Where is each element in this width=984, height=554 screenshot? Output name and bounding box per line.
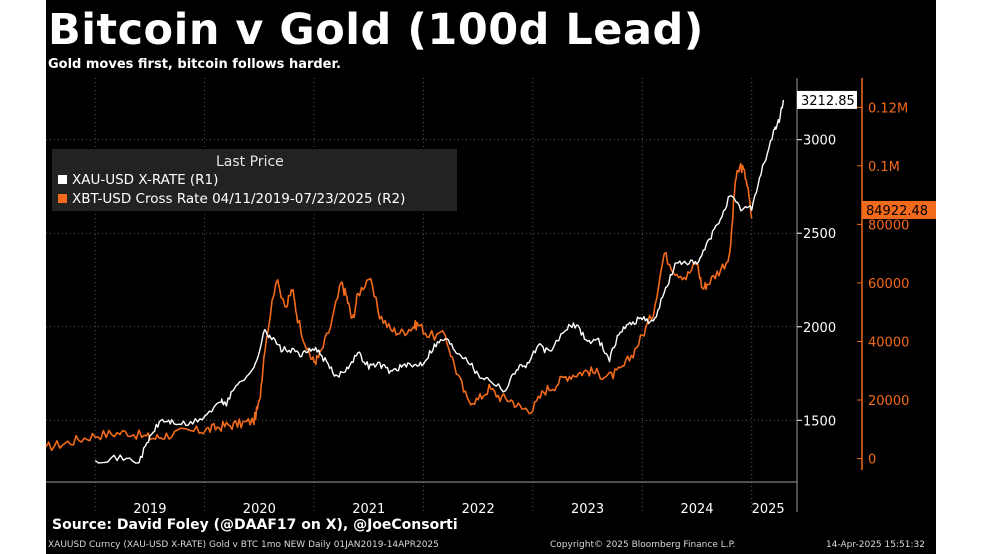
last-value-label-btc: 84922.48 (866, 204, 928, 219)
r1-tick-label-2000: 2000 (803, 321, 836, 336)
legend-swatch-gold (58, 175, 67, 184)
legend-label-btc: XBT-USD Cross Rate 04/11/2019-07/23/2025… (72, 191, 406, 207)
r1-tick-label-1500: 1500 (803, 414, 836, 429)
grid-lines (46, 78, 797, 512)
series-lines (45, 99, 785, 464)
last-value-label-gold: 3212.85 (801, 94, 855, 109)
r1-tick-label-2500: 2500 (803, 227, 836, 242)
r1-tick-label-3000: 3000 (803, 134, 836, 149)
x-tick-label-2020: 2020 (243, 502, 276, 517)
legend-item-gold: XAU-USD X-RATE (R1) (58, 172, 218, 188)
chart-subtitle: Gold moves first, bitcoin follows harder… (48, 57, 341, 72)
series-line-gold (94, 99, 785, 464)
series-line-btc (45, 162, 753, 452)
footer-left: XAUUSD Curncy (XAU-USD X-RATE) Gold v BT… (48, 540, 439, 550)
r2-tick-label-0.12M: 0.12M (868, 101, 908, 116)
x-tick-label-2024: 2024 (680, 502, 713, 517)
legend-label-gold: XAU-USD X-RATE (R1) (72, 172, 219, 188)
legend-swatch-btc (58, 194, 67, 203)
source-note: Source: David Foley (@DAAF17 on X), @Joe… (52, 517, 458, 533)
footer-timestamp: 14-Apr-2025 15:51:32 (826, 540, 925, 550)
r2-tick-label-40000: 40000 (868, 335, 909, 350)
chart-background (46, 0, 936, 554)
r2-tick-label-20000: 20000 (868, 394, 909, 409)
legend (52, 149, 457, 211)
chart-title: Bitcoin v Gold (100d Lead) (48, 5, 704, 55)
r2-tick-label-0: 0 (868, 453, 876, 468)
x-tick-label-2019: 2019 (133, 502, 166, 517)
legend-header: Last Price (216, 154, 284, 170)
x-tick-label-2025: 2025 (752, 502, 785, 517)
r2-tick-label-60000: 60000 (868, 277, 909, 292)
legend-item-btc: XBT-USD Cross Rate 04/11/2019-07/23/2025… (58, 191, 405, 207)
x-tick-label-2023: 2023 (571, 502, 604, 517)
last-value-tag-btc (862, 200, 936, 219)
x-tick-label-2022: 2022 (462, 502, 495, 517)
axes (46, 78, 863, 512)
tick-labels: 2019 2020 2021 2022 2023 2024 2025 1500 2000 2500… (133, 90, 936, 517)
footer-copyright: Copyright© 2025 Bloomberg Finance L.P. (550, 540, 736, 550)
last-value-tag-gold (797, 90, 857, 109)
r2-tick-label-0.1M: 0.1M (868, 160, 900, 175)
r2-tick-label-80000: 80000 (868, 218, 909, 233)
x-tick-label-2021: 2021 (352, 502, 385, 517)
